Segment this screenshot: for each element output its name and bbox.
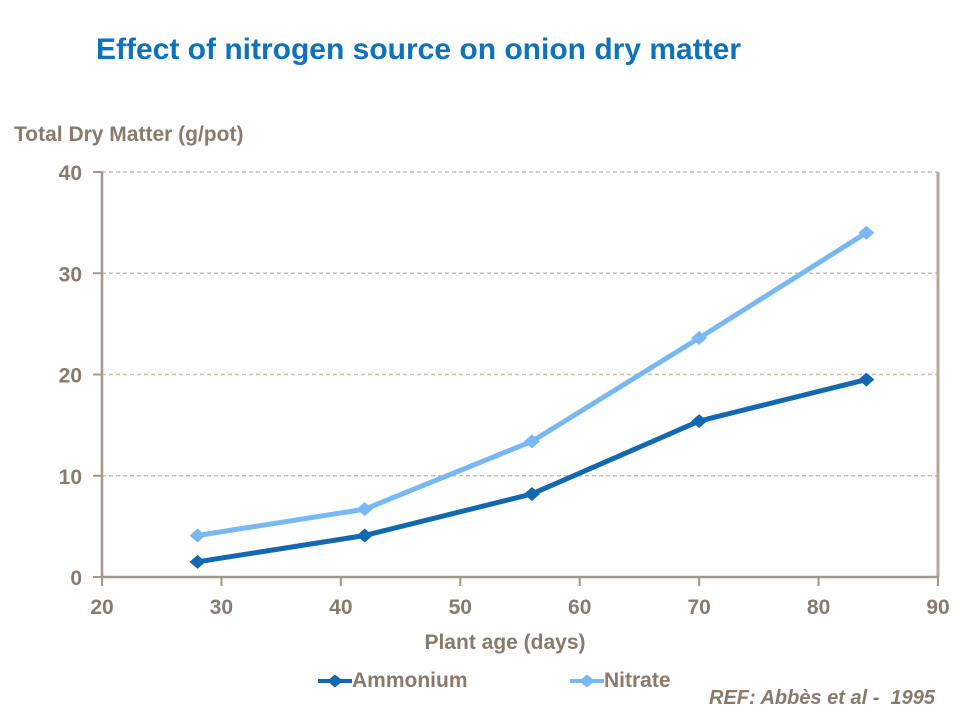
y-tick-label-0: 0 — [70, 567, 82, 590]
data-point-ammonium-x84 — [858, 372, 875, 387]
data-point-ammonium-x42 — [356, 528, 373, 543]
legend-label-ammonium: Ammonium — [352, 669, 468, 692]
x-tick-label-70: 70 — [687, 596, 710, 619]
x-tick-label-50: 50 — [449, 596, 472, 619]
series-line-ammonium — [195, 377, 869, 565]
x-tick-label-20: 20 — [90, 596, 113, 619]
legend-item-ammonium: Ammonium — [318, 668, 468, 694]
x-axis-title: Plant age (days) — [424, 631, 586, 654]
data-point-nitrate-x28 — [189, 528, 206, 543]
y-tick-label-10: 10 — [59, 466, 82, 489]
y-axis-title: Total Dry Matter (g/pot) — [14, 123, 244, 146]
data-point-nitrate-x42 — [356, 502, 373, 517]
legend-marker-nitrate-icon — [570, 674, 604, 688]
x-tick-label-30: 30 — [210, 596, 233, 619]
data-point-nitrate-x84 — [858, 225, 875, 240]
legend-marker-ammonium-icon — [318, 674, 352, 688]
data-point-nitrate-x70 — [691, 331, 708, 346]
y-tick-label-20: 20 — [59, 365, 82, 388]
legend-item-nitrate: Nitrate — [570, 668, 671, 694]
data-point-ammonium-x70 — [691, 414, 708, 429]
y-tick-label-30: 30 — [59, 263, 82, 286]
y-tick-label-40: 40 — [59, 162, 82, 185]
x-tick-label-60: 60 — [568, 596, 591, 619]
chart-title: Effect of nitrogen source on onion dry m… — [96, 33, 742, 66]
x-tick-label-80: 80 — [807, 596, 830, 619]
legend-label-nitrate: Nitrate — [604, 669, 671, 692]
data-point-nitrate-x56 — [523, 434, 540, 449]
data-point-ammonium-x56 — [523, 486, 540, 501]
reference-note: REF: Abbès et al - 1995 — [709, 687, 935, 709]
data-point-ammonium-x28 — [189, 554, 206, 569]
x-tick-label-40: 40 — [329, 596, 352, 619]
x-tick-label-90: 90 — [926, 596, 949, 619]
